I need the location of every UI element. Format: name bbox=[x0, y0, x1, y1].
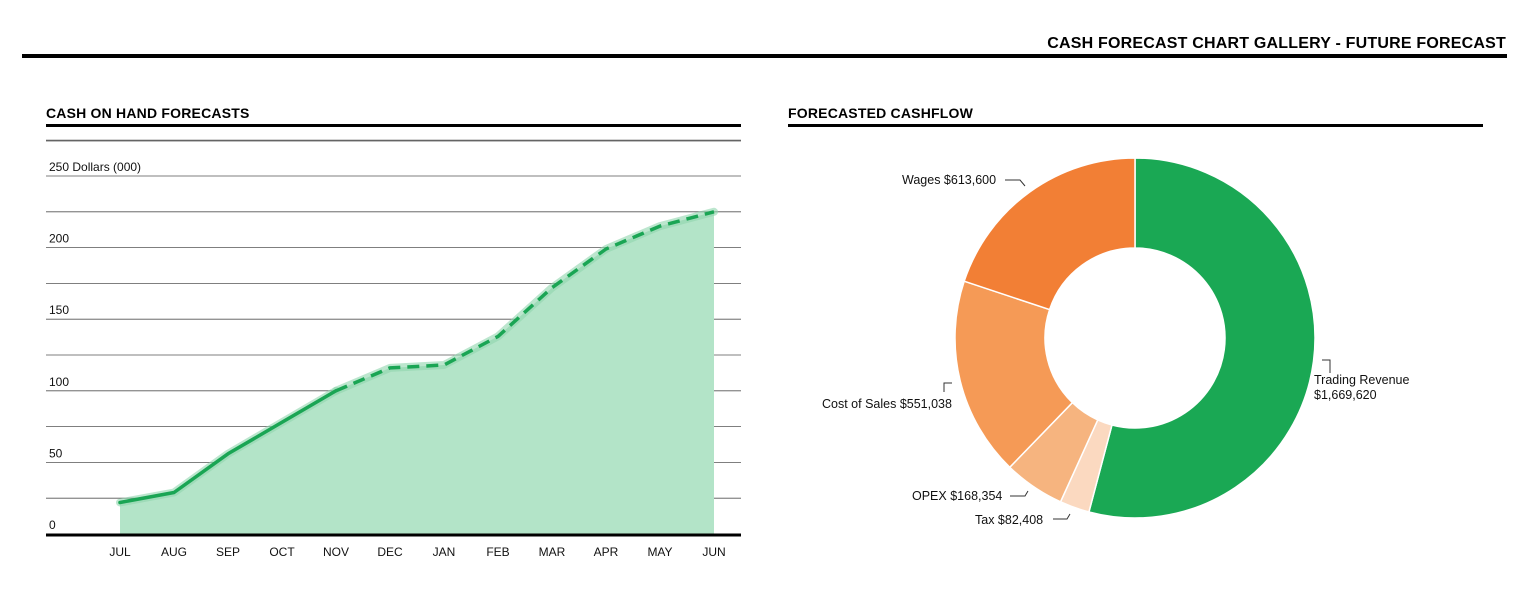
x-tick-label: SEP bbox=[216, 545, 240, 559]
leader-line bbox=[1005, 179, 1026, 187]
slice-label: Wages $613,600 bbox=[902, 173, 996, 187]
x-tick-label: JAN bbox=[433, 545, 456, 559]
x-tick-label: JUN bbox=[702, 545, 725, 559]
title-divider bbox=[22, 54, 1507, 58]
x-tick-label: DEC bbox=[377, 545, 403, 559]
forecast-line bbox=[335, 210, 715, 393]
forecasted-cashflow-divider bbox=[788, 124, 1483, 127]
forecasted-cashflow-title: FORECASTED CASHFLOW bbox=[788, 105, 974, 121]
donut-slice-cost-of-sales bbox=[954, 280, 1074, 469]
x-tick-label: FEB bbox=[486, 545, 509, 559]
x-tick-label: AUG bbox=[161, 545, 187, 559]
leader-line bbox=[1322, 359, 1331, 373]
leader-line bbox=[943, 382, 952, 392]
slice-label: OPEX $168,354 bbox=[912, 489, 1002, 503]
y-tick-label: 50 bbox=[49, 446, 63, 460]
y-tick-label: 250 Dollars (000) bbox=[49, 160, 141, 174]
x-tick-label: APR bbox=[594, 545, 619, 559]
slice-label: Tax $82,408 bbox=[975, 513, 1043, 527]
y-tick-label: 200 bbox=[49, 232, 69, 246]
page-title: CASH FORECAST CHART GALLERY - FUTURE FOR… bbox=[1047, 35, 1506, 52]
donut-slice-wages bbox=[963, 157, 1136, 311]
donut-slice-trading-revenue bbox=[1088, 157, 1316, 519]
leader-line bbox=[1010, 490, 1029, 497]
x-tick-label: JUL bbox=[109, 545, 131, 559]
cash-on-hand-title: CASH ON HAND FORECASTS bbox=[46, 105, 250, 121]
slice-value: $1,669,620 bbox=[1314, 388, 1377, 402]
leader-line bbox=[1053, 513, 1071, 520]
slice-label: Trading Revenue bbox=[1314, 373, 1409, 387]
x-tick-label: MAY bbox=[647, 545, 672, 559]
cash-area-fill bbox=[120, 211, 714, 535]
y-tick-label: 0 bbox=[49, 518, 56, 532]
x-tick-label: MAR bbox=[539, 545, 566, 559]
cash-on-hand-divider bbox=[46, 124, 741, 127]
y-tick-label: 150 bbox=[49, 303, 69, 317]
x-tick-label: OCT bbox=[269, 545, 295, 559]
x-tick-label: NOV bbox=[323, 545, 349, 559]
y-tick-label: 100 bbox=[49, 375, 69, 389]
slice-label: Cost of Sales $551,038 bbox=[822, 397, 952, 411]
